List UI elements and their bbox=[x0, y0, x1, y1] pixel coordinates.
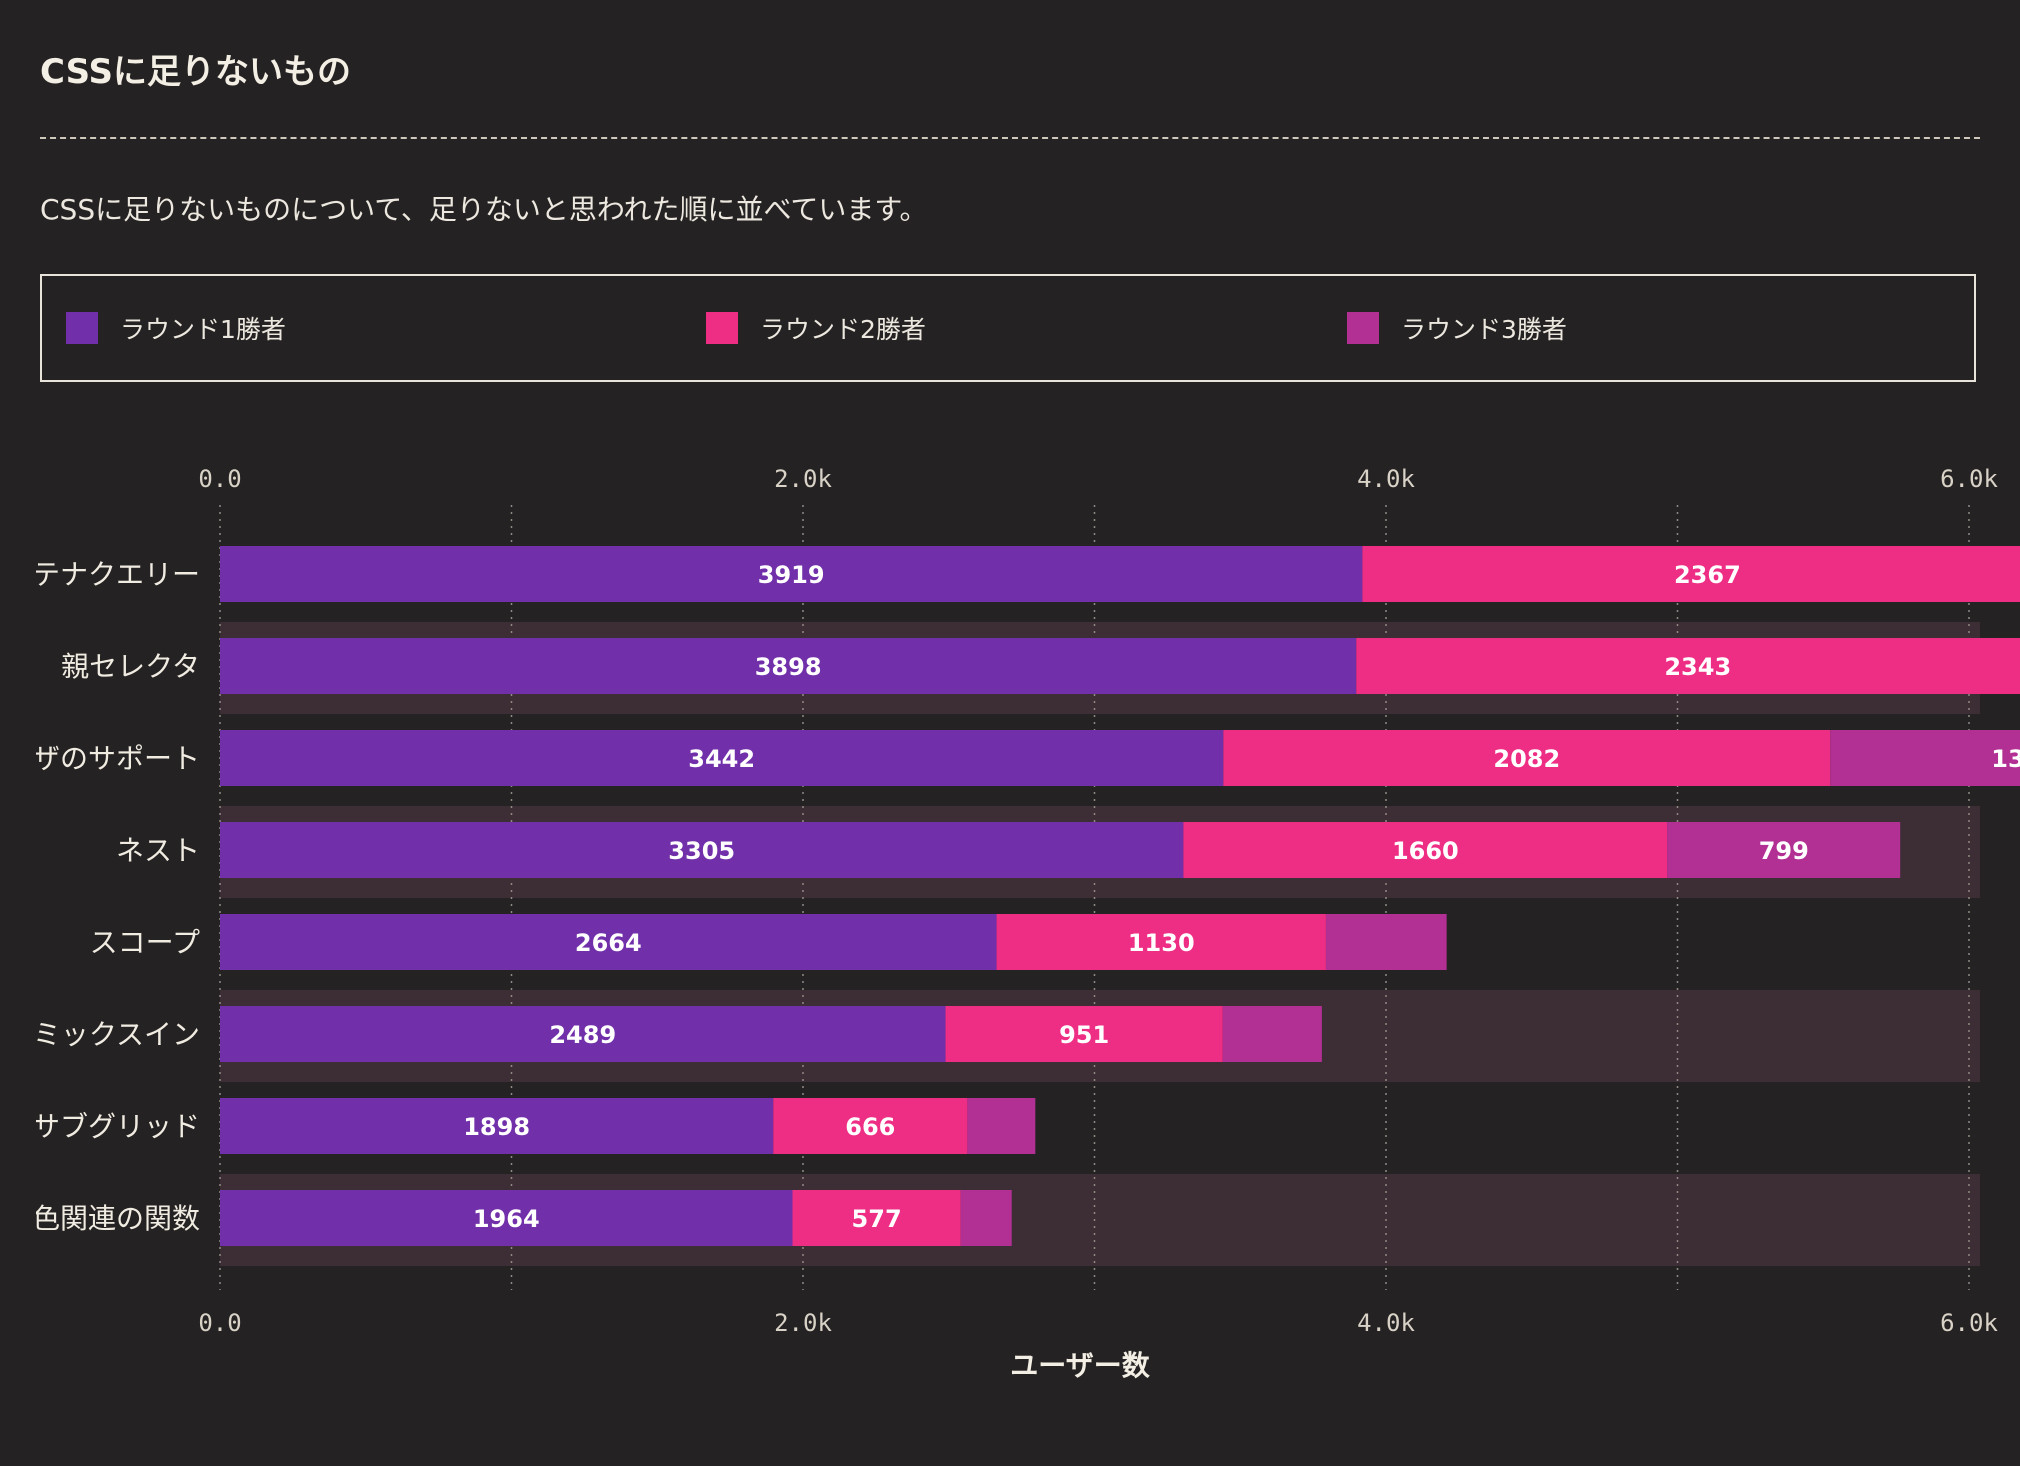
bar-value-label: 3898 bbox=[755, 653, 822, 681]
bar-value-label: 3305 bbox=[668, 837, 735, 865]
bar-segment bbox=[220, 1098, 774, 1154]
bar-segment bbox=[220, 1190, 793, 1246]
category-label: 色関連の関数 bbox=[32, 1202, 200, 1235]
legend-label-round3: ラウンド3勝者 bbox=[1401, 315, 1567, 344]
bar-segment bbox=[1830, 730, 2020, 786]
bar-value-label: 2343 bbox=[1664, 653, 1731, 681]
bar-segment bbox=[967, 1098, 1036, 1154]
bar-value-label: 666 bbox=[845, 1113, 895, 1141]
x-axis-label: ユーザー数 bbox=[1010, 1349, 1150, 1382]
bar-value-label: 2082 bbox=[1493, 745, 1560, 773]
x-tick-label-bottom: 2.0k bbox=[774, 1309, 832, 1337]
chart-subtitle: CSSに足りないものについて、足りないと思われた順に並べています。 bbox=[40, 193, 928, 226]
x-tick-label-bottom: 4.0k bbox=[1357, 1309, 1415, 1337]
bar-segment bbox=[945, 1006, 1223, 1062]
bar-segment bbox=[1183, 822, 1668, 878]
bar-segment bbox=[1667, 822, 1901, 878]
bar-value-label: 3919 bbox=[758, 561, 825, 589]
bar-value-label: 1660 bbox=[1392, 837, 1459, 865]
legend-label-round1: ラウンド1勝者 bbox=[120, 315, 286, 344]
bar-segment bbox=[220, 1006, 946, 1062]
bar-value-label: 1334 bbox=[1991, 745, 2020, 773]
bar-segment bbox=[792, 1190, 961, 1246]
category-label: ザのサポート bbox=[32, 742, 200, 775]
legend-label-round2: ラウンド2勝者 bbox=[760, 315, 926, 344]
bar-segment bbox=[220, 730, 1224, 786]
bar-value-label: 3442 bbox=[688, 745, 755, 773]
legend-swatch-round1 bbox=[66, 312, 98, 344]
legend-item-round2[interactable]: ラウンド2勝者 bbox=[706, 310, 926, 346]
x-tick-label-top: 0.0 bbox=[198, 465, 241, 493]
bar-segment bbox=[1223, 730, 1831, 786]
bar-segment bbox=[1362, 546, 2020, 602]
category-label: ネスト bbox=[116, 834, 200, 867]
legend: ラウンド1勝者 ラウンド2勝者 ラウンド3勝者 bbox=[40, 274, 1976, 382]
category-label: スコープ bbox=[90, 926, 200, 959]
bar-value-label: 577 bbox=[852, 1205, 902, 1233]
bar-value-label: 1898 bbox=[463, 1113, 530, 1141]
label-clip-mask bbox=[0, 520, 36, 1260]
x-tick-label-bottom: 6.0k bbox=[1940, 1309, 1998, 1337]
x-tick-label-top: 2.0k bbox=[774, 465, 832, 493]
legend-swatch-round3 bbox=[1347, 312, 1379, 344]
category-label: サブグリッド bbox=[32, 1110, 200, 1143]
bar-value-label: 1130 bbox=[1128, 929, 1195, 957]
legend-item-round3[interactable]: ラウンド3勝者 bbox=[1347, 310, 1567, 346]
bar-segment bbox=[220, 638, 1357, 694]
bar-segment bbox=[220, 822, 1184, 878]
bar-value-label: 2367 bbox=[1674, 561, 1741, 589]
bar-value-label: 951 bbox=[1059, 1021, 1109, 1049]
bar-value-label: 799 bbox=[1759, 837, 1809, 865]
x-tick-label-bottom: 0.0 bbox=[198, 1309, 241, 1337]
bar-segment bbox=[220, 546, 1363, 602]
bar-segment bbox=[1325, 914, 1447, 970]
title-divider bbox=[40, 137, 1980, 139]
bar-value-label: 1964 bbox=[473, 1205, 540, 1233]
category-label: テナクエリー bbox=[32, 558, 200, 591]
bar-segment bbox=[220, 914, 997, 970]
bar-segment bbox=[773, 1098, 968, 1154]
x-tick-label-top: 6.0k bbox=[1940, 465, 1998, 493]
bar-segment bbox=[1356, 638, 2020, 694]
bar-value-label: 2664 bbox=[575, 929, 642, 957]
category-label: ミックスイン bbox=[33, 1018, 200, 1051]
x-tick-label-top: 4.0k bbox=[1357, 465, 1415, 493]
category-label: 親セレクタ bbox=[61, 650, 200, 683]
chart-title: CSSに足りないもの bbox=[40, 52, 352, 92]
bar-segment bbox=[960, 1190, 1012, 1246]
bar-segment bbox=[1222, 1006, 1322, 1062]
bar-value-label: 2489 bbox=[549, 1021, 616, 1049]
bar-segment bbox=[996, 914, 1326, 970]
legend-swatch-round2 bbox=[706, 312, 738, 344]
legend-item-round1[interactable]: ラウンド1勝者 bbox=[66, 310, 286, 346]
